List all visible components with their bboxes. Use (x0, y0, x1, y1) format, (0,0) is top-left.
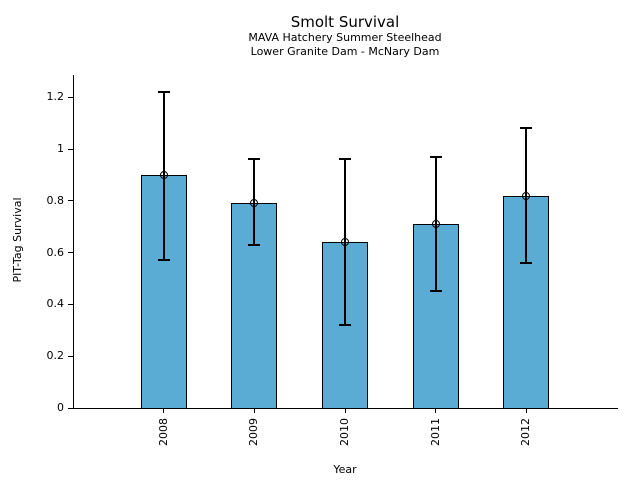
x-tick (435, 409, 437, 413)
y-tick-label: 0 (57, 401, 64, 414)
error-cap-top-2012 (520, 127, 533, 130)
y-tick-label: 1.2 (46, 90, 65, 104)
y-tick-label: 1 (57, 142, 64, 155)
y-axis-spine (73, 75, 74, 409)
x-axis-label: Year (333, 463, 357, 476)
y-tick-label: 0.8 (46, 193, 65, 207)
y-tick-label: 0.6 (46, 245, 65, 259)
point-marker-2011 (431, 220, 440, 229)
chart-subtitle-line2: Lower Granite Dam - McNary Dam (250, 45, 440, 58)
y-axis-label: PIT-Tag Survival (11, 197, 24, 283)
error-cap-top-2009 (248, 158, 261, 161)
error-cap-top-2011 (429, 155, 442, 158)
chart-subtitle-line1: MAVA Hatchery Summer Steelhead (248, 31, 442, 44)
error-cap-bottom-2008 (157, 259, 170, 262)
x-tick-label-2011: 2011 (428, 418, 442, 446)
point-marker-2008 (159, 170, 168, 179)
y-tick (68, 96, 73, 98)
x-tick (163, 409, 165, 413)
point-marker-2009 (250, 199, 259, 208)
x-tick-label-2009: 2009 (247, 418, 261, 446)
y-tick-label: 0.4 (46, 297, 65, 311)
y-tick-label: 0.2 (46, 349, 65, 363)
error-cap-top-2008 (157, 91, 170, 94)
error-cap-bottom-2011 (429, 290, 442, 293)
x-tick-label-2008: 2008 (156, 418, 170, 446)
x-tick-label-2012: 2012 (519, 418, 533, 446)
y-tick (68, 200, 73, 202)
x-tick (525, 409, 527, 413)
y-tick (68, 148, 73, 150)
error-cap-bottom-2012 (520, 261, 533, 264)
x-tick-label-2010: 2010 (338, 418, 351, 446)
error-cap-bottom-2009 (248, 243, 261, 246)
error-cap-top-2010 (339, 158, 351, 161)
x-tick (344, 409, 346, 413)
y-tick (68, 407, 73, 409)
point-marker-2010 (341, 238, 349, 247)
error-cap-bottom-2010 (339, 324, 351, 327)
y-tick (68, 355, 73, 357)
y-tick (68, 252, 73, 254)
y-tick (68, 303, 73, 305)
chart-title: Smolt Survival (290, 13, 400, 31)
point-marker-2012 (522, 191, 531, 200)
x-tick (253, 409, 255, 413)
